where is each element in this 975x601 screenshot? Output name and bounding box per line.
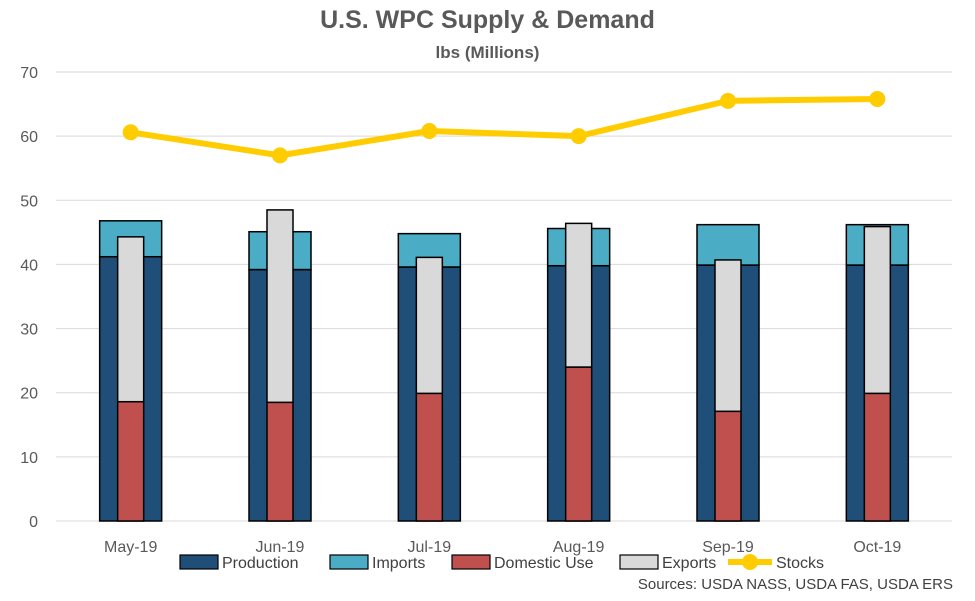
legend-label: Domestic Use [494,555,594,572]
legend-label: Production [222,555,299,572]
x-tick-label: May-19 [104,539,157,556]
bar-domestic-use [714,410,742,522]
legend-label: Stocks [776,555,824,572]
stocks-point [720,92,736,109]
bar-domestic-use [415,392,444,522]
x-tick-label: Jun-19 [256,539,305,556]
bar-exports [116,236,145,403]
chart-subtitle: lbs (Millions) [435,43,540,62]
bar-domestic-use [266,401,294,522]
legend-swatch-domestic-use [451,554,491,570]
y-tick-label: 0 [29,514,38,531]
bar-imports [696,223,760,266]
bar-exports [863,225,892,395]
y-tick-label: 20 [20,386,38,403]
legend-label: Imports [372,555,425,572]
y-tick-label: 30 [20,322,38,339]
x-tick-label: Sep-19 [702,539,754,556]
stocks-point [421,123,438,140]
legend-marker-stocks [742,554,758,570]
y-tick-label: 50 [20,193,38,210]
x-tick-label: Oct-19 [853,539,901,556]
bar-domestic-use [116,400,145,522]
stocks-point [570,128,587,145]
chart-title: U.S. WPC Supply & Demand [320,6,655,34]
legend-swatch-imports [329,554,369,570]
y-tick-label: 40 [20,257,38,274]
y-tick-label: 10 [20,450,38,467]
bar-domestic-use [863,392,892,522]
legend-swatch-production [179,554,219,570]
x-tick-label: Jul-19 [408,539,452,556]
bar-exports [564,222,593,368]
legend-swatch-exports [619,554,659,570]
bar-exports [266,209,294,404]
y-tick-label: 60 [20,129,38,146]
legend-label: Exports [662,555,716,572]
x-tick-label: Aug-19 [553,539,605,556]
bar-exports [415,256,444,395]
y-tick-label: 70 [20,65,38,82]
source-note: Sources: USDA NASS, USDA FAS, USDA ERS [637,576,953,593]
bar-exports [714,259,742,413]
stocks-point [869,90,886,107]
stocks-line [127,95,881,159]
bar-domestic-use [564,366,593,522]
stocks-point [122,124,139,141]
stocks-point [272,147,288,164]
